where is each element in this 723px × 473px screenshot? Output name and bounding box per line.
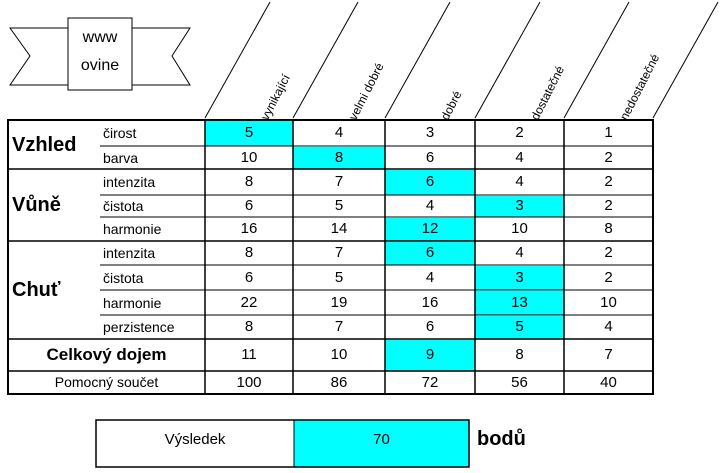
selected-cell-highlight [385,340,475,371]
score-cell: 8 [244,244,254,261]
selected-cell-highlight [475,291,564,315]
score-cell: 22 [240,293,258,311]
score-cell: 8 [334,148,344,166]
selected-cell-highlight [385,170,475,195]
criterion-label: harmonie [103,294,162,311]
header-line [563,1,630,119]
score-cell: 2 [604,148,613,166]
result-unit: bodů [477,428,526,450]
score-cell: 6 [425,244,435,261]
result-value: 70 [373,431,390,448]
score-cell: 4 [425,197,435,214]
score-cell: 5 [515,318,524,335]
selected-cell-highlight [475,266,564,290]
score-cell: 8 [604,220,613,237]
score-cell: 5 [334,268,344,286]
score-cell: 6 [425,173,435,190]
score-cell: 12 [421,220,439,237]
score-cell: 7 [604,346,613,363]
score-cell: 19 [330,293,348,311]
criterion-label: intenzita [103,245,156,261]
score-cell: 8 [244,173,254,190]
header-line [474,1,541,119]
score-cell: 3 [515,268,524,286]
logo-banner [9,17,191,91]
score-cell: 4 [334,124,344,141]
score-cell: 16 [240,220,258,237]
score-cell: 86 [330,373,348,391]
group-name: Vzhled [12,133,77,156]
score-cell: 14 [330,220,348,237]
criterion-label: harmonie [103,221,162,237]
score-cell: 4 [515,244,524,261]
score-cell: 11 [241,346,257,363]
score-cell: 16 [421,293,439,311]
score-cell: 13 [511,293,528,311]
score-cell: 10 [600,293,617,311]
score-cell: 6 [244,197,254,214]
criterion-label: intenzita [103,174,156,190]
result-label: Výsledek [164,431,226,448]
header-line [384,1,451,119]
score-cell: 8 [244,318,254,335]
overall-label: Celkový dojem [46,345,167,364]
score-cell: 4 [604,318,613,335]
score-cell: 7 [334,173,344,190]
score-cell: 56 [511,373,528,391]
group-name: Chuť [12,279,61,301]
selected-cell-highlight [385,218,475,241]
score-cell: 5 [244,124,254,141]
score-cell: 10 [330,346,348,363]
score-cell: 6 [425,148,435,166]
score-cell: 5 [334,197,344,214]
score-cell: 7 [334,318,344,335]
selected-cell-highlight [205,121,293,146]
group-name: Vůně [12,194,61,216]
score-cell: 3 [515,197,524,214]
ribbon-left [9,27,71,86]
criterion-label: čistota [103,269,144,286]
score-cell: 2 [604,197,613,214]
score-cell: 2 [604,173,613,190]
score-cell: 100 [236,373,262,391]
score-cell: 10 [511,220,528,237]
score-cell: 1 [604,124,613,141]
score-cell: 8 [515,346,524,363]
criterion-label: perzistence [103,319,175,335]
score-cell: 2 [515,124,524,141]
helper-label: Pomocný součet [54,374,159,390]
header-line [292,1,359,119]
score-cell: 4 [425,268,435,286]
score-cell: 9 [425,346,435,363]
table-frame [7,119,654,395]
logo-line2: ovine [80,57,120,74]
selected-cell-highlight [475,196,564,217]
result-value-highlight [294,420,469,467]
logo-line1: www [82,29,118,46]
score-cell: 6 [244,268,254,286]
score-cell: 10 [240,148,258,166]
criterion-label: čistota [103,198,144,214]
score-cell: 7 [334,244,344,261]
score-cell: 72 [421,373,439,391]
logo-plate [67,17,133,91]
score-cell: 2 [604,244,613,261]
header-line [652,1,719,119]
result-box [95,419,470,468]
criterion-label: barva [103,149,139,166]
column-header-lines [204,1,719,119]
selected-cell-highlight [475,316,564,339]
score-cell: 4 [515,148,524,166]
score-cell: 2 [604,268,613,286]
score-cell: 3 [425,124,435,141]
selected-cell-highlight [293,147,385,169]
score-cell: 4 [515,173,524,190]
header-line [204,1,271,119]
selected-cell-highlight [385,242,475,265]
score-cell: 6 [425,318,435,335]
criterion-label: čirost [103,125,137,141]
score-cell: 40 [600,373,617,391]
